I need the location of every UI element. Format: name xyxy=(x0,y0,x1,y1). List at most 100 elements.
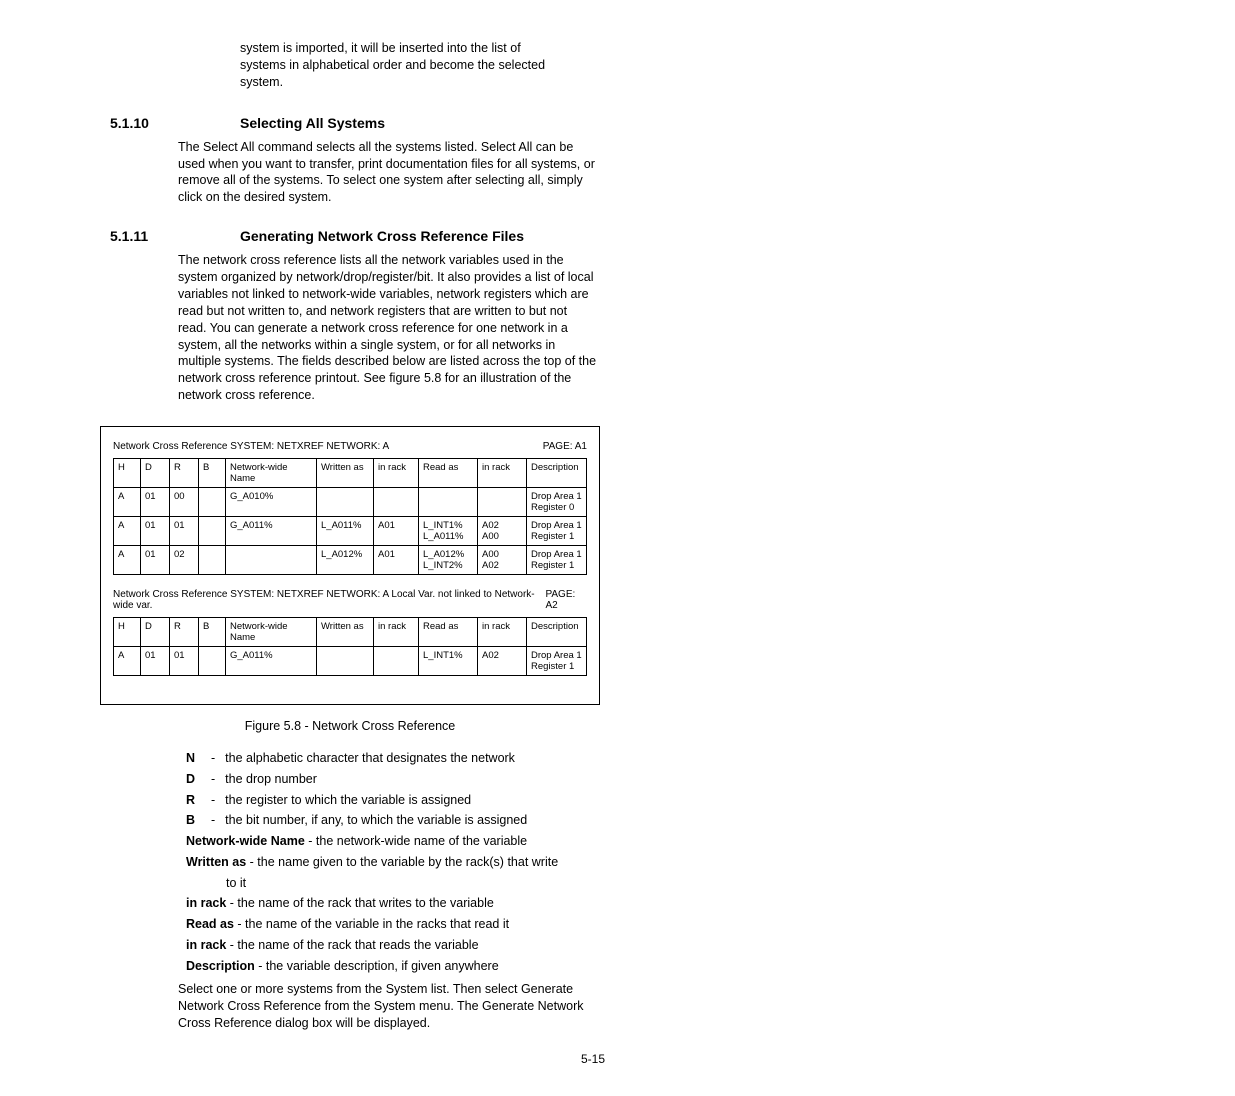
table-header-cell: in rack xyxy=(478,459,527,488)
table2-title: Network Cross Reference SYSTEM: NETXREF … xyxy=(113,589,545,611)
table-header-cell: Network-wide Name xyxy=(226,459,317,488)
definition-sep: - xyxy=(211,791,215,810)
table-header-cell: Description xyxy=(527,459,587,488)
table-cell xyxy=(199,488,226,517)
table-cell: G_A011% xyxy=(226,517,317,546)
table-cell: G_A010% xyxy=(226,488,317,517)
definition-line: in rack - the name of the rack that writ… xyxy=(186,894,606,913)
table-cell: Drop Area 1 Register 1 xyxy=(527,647,587,676)
table-cell: A00A02 xyxy=(478,546,527,575)
table-cell: Drop Area 1 Register 1 xyxy=(527,517,587,546)
section-5-1-11: 5.1.11 Generating Network Cross Referenc… xyxy=(0,228,1235,404)
document-page: system is imported, it will be inserted … xyxy=(0,0,1235,1096)
definition-sep: - xyxy=(211,811,215,830)
table-cell: 01 xyxy=(141,546,170,575)
definition-key: Network-wide Name xyxy=(186,834,305,848)
table-cell xyxy=(199,517,226,546)
definition-key: Description xyxy=(186,959,255,973)
table-cell: L_INT1%L_A011% xyxy=(419,517,478,546)
definition-text: the alphabetic character that designates… xyxy=(225,749,515,768)
table-cell: 00 xyxy=(170,488,199,517)
table-header-cell: in rack xyxy=(478,618,527,647)
intro-paragraph: system is imported, it will be inserted … xyxy=(240,40,560,91)
table-cell: L_A012%L_INT2% xyxy=(419,546,478,575)
table-cell: 02 xyxy=(170,546,199,575)
definition-key: R xyxy=(186,791,206,810)
section-title: Generating Network Cross Reference Files xyxy=(240,228,524,244)
table-cell xyxy=(199,546,226,575)
table-header-cell: Written as xyxy=(317,618,374,647)
table-header-cell: H xyxy=(114,459,141,488)
table-header-cell: B xyxy=(199,618,226,647)
definition-text: the drop number xyxy=(225,770,317,789)
definition-key: B xyxy=(186,811,206,830)
table-cell: 01 xyxy=(141,647,170,676)
definition-line: R-the register to which the variable is … xyxy=(186,791,606,810)
table-row: A0101G_A011%L_A011%A01L_INT1%L_A011%A02A… xyxy=(114,517,587,546)
table-row: A0101G_A011%L_INT1%A02Drop Area 1 Regist… xyxy=(114,647,587,676)
definition-key: in rack xyxy=(186,938,226,952)
table-cell: A02A00 xyxy=(478,517,527,546)
table-cell: 01 xyxy=(170,647,199,676)
definition-line: Network-wide Name - the network-wide nam… xyxy=(186,832,606,851)
table-cell: A01 xyxy=(374,517,419,546)
definition-sep: - xyxy=(211,749,215,768)
table-cell: 01 xyxy=(141,517,170,546)
table-cell xyxy=(317,647,374,676)
figure-5-8-box: Network Cross Reference SYSTEM: NETXREF … xyxy=(100,426,600,705)
table-row: A0100G_A010%Drop Area 1 Register 0 xyxy=(114,488,587,517)
definition-line: Read as - the name of the variable in th… xyxy=(186,915,606,934)
table-cell: L_A011% xyxy=(317,517,374,546)
definition-line: B-the bit number, if any, to which the v… xyxy=(186,811,606,830)
table1-title: Network Cross Reference SYSTEM: NETXREF … xyxy=(113,441,389,452)
table-row: A0102L_A012%A01L_A012%L_INT2%A00A02Drop … xyxy=(114,546,587,575)
definition-key: Read as xyxy=(186,917,234,931)
table-cell xyxy=(317,488,374,517)
field-definitions: N-the alphabetic character that designat… xyxy=(186,749,606,975)
table-header-cell: D xyxy=(141,459,170,488)
table1-title-row: Network Cross Reference SYSTEM: NETXREF … xyxy=(113,441,587,452)
section-number: 5.1.10 xyxy=(110,115,240,131)
xref-table-1: HDRBNetwork-wide NameWritten asin rackRe… xyxy=(113,458,587,575)
page-number: 5-15 xyxy=(0,1052,605,1066)
definition-text: the bit number, if any, to which the var… xyxy=(225,811,527,830)
table-header-cell: Read as xyxy=(419,618,478,647)
table-header-cell: H xyxy=(114,618,141,647)
section-body: The Select All command selects all the s… xyxy=(178,139,598,207)
definition-continuation: to it xyxy=(226,874,606,893)
section-body: The network cross reference lists all th… xyxy=(178,252,598,404)
table-cell xyxy=(478,488,527,517)
table-cell: A xyxy=(114,517,141,546)
definition-sep: - xyxy=(211,770,215,789)
table-cell: L_A012% xyxy=(317,546,374,575)
table-header-cell: in rack xyxy=(374,459,419,488)
definition-key: in rack xyxy=(186,896,226,910)
table2-title-row: Network Cross Reference SYSTEM: NETXREF … xyxy=(113,589,587,611)
table-header-cell: B xyxy=(199,459,226,488)
definition-key: D xyxy=(186,770,206,789)
section-number: 5.1.11 xyxy=(110,228,240,244)
table-header-cell: Written as xyxy=(317,459,374,488)
table-header-cell: Network-wide Name xyxy=(226,618,317,647)
figure-caption: Figure 5.8 - Network Cross Reference xyxy=(100,719,600,733)
definition-key: Written as xyxy=(186,855,246,869)
definition-text: the register to which the variable is as… xyxy=(225,791,471,810)
table-cell: 01 xyxy=(141,488,170,517)
table-cell xyxy=(374,488,419,517)
table-cell: A02 xyxy=(478,647,527,676)
table-header-cell: Read as xyxy=(419,459,478,488)
trailing-paragraph: Select one or more systems from the Syst… xyxy=(178,981,598,1032)
table-cell: A xyxy=(114,546,141,575)
table-cell: A xyxy=(114,488,141,517)
definition-key: N xyxy=(186,749,206,768)
table-header-cell: R xyxy=(170,618,199,647)
table-header-cell: Description xyxy=(527,618,587,647)
xref-table-2: HDRBNetwork-wide NameWritten asin rackRe… xyxy=(113,617,587,676)
table-cell: 01 xyxy=(170,517,199,546)
table-cell: G_A011% xyxy=(226,647,317,676)
table-cell xyxy=(226,546,317,575)
section-title: Selecting All Systems xyxy=(240,115,385,131)
definition-line: Written as - the name given to the varia… xyxy=(186,853,606,872)
definition-line: D-the drop number xyxy=(186,770,606,789)
table-cell: Drop Area 1 Register 1 xyxy=(527,546,587,575)
